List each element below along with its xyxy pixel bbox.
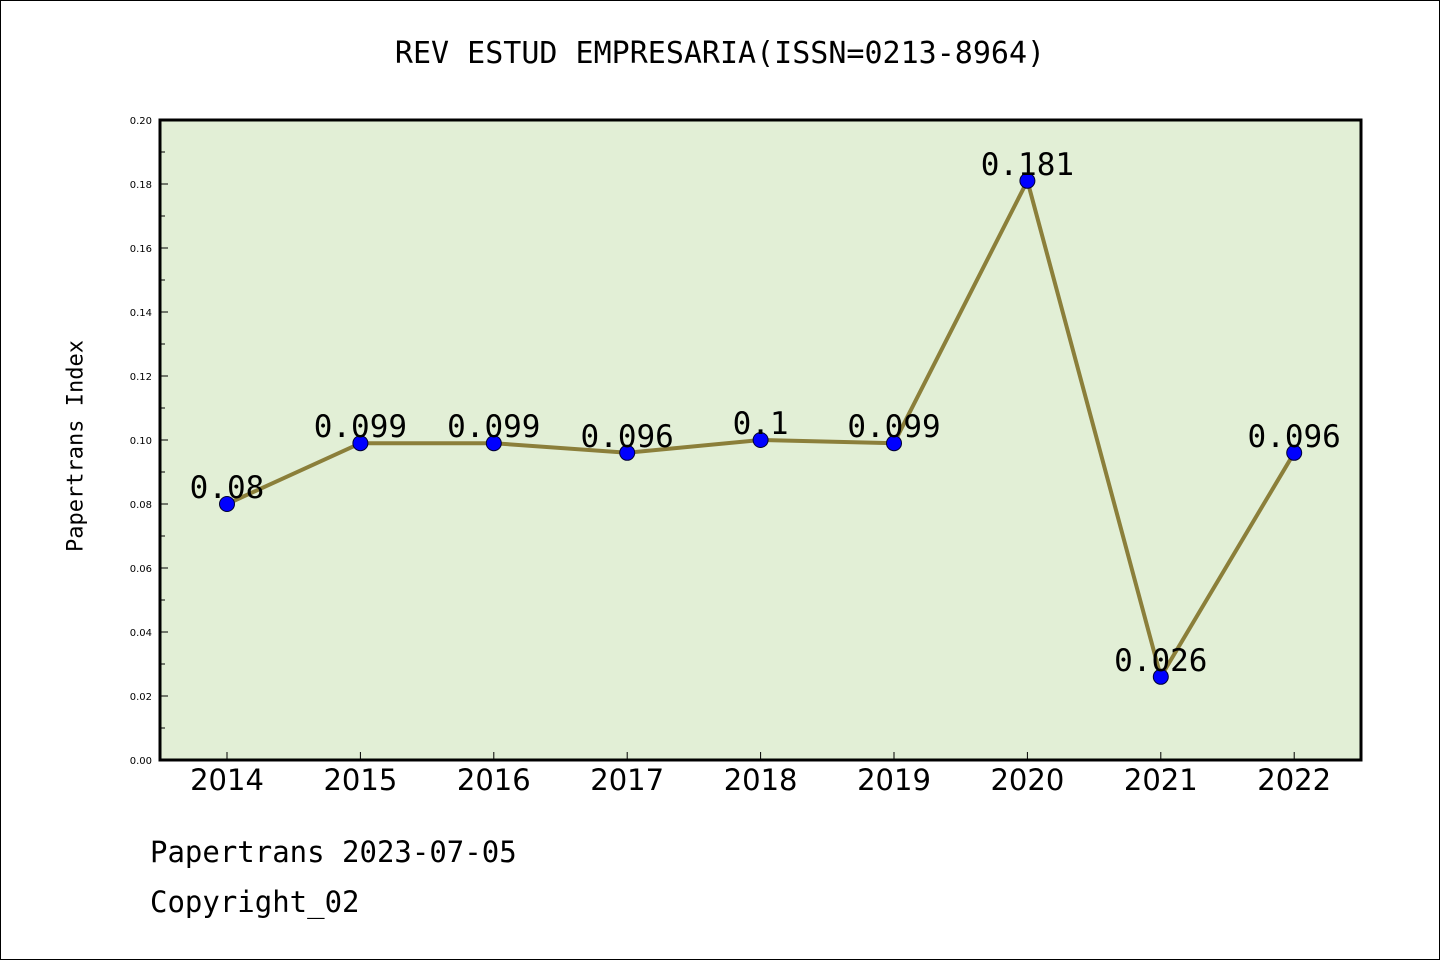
x-tick-label: 2016: [457, 763, 531, 797]
data-point: [219, 496, 235, 512]
x-tick-label: 2015: [323, 763, 397, 797]
y-tick-label: 0.02: [130, 692, 152, 703]
data-markers: [219, 172, 1303, 685]
y-tick-label: 0.10: [130, 436, 152, 447]
data-label: 0.181: [981, 147, 1074, 183]
x-tick-label: 2014: [190, 763, 264, 797]
data-point: [485, 435, 502, 452]
data-point: [886, 435, 902, 452]
chart-title: REV ESTUD EMPRESARIA(ISSN=0213-8964): [394, 36, 1046, 71]
data-label: 0.1: [733, 406, 789, 442]
footer-date: Papertrans 2023-07-05: [150, 835, 517, 869]
data-point: [1019, 172, 1036, 189]
y-tick-label: 0.14: [130, 308, 152, 319]
y-tick-label: 0.06: [130, 564, 152, 575]
y-tick-label: 0.20: [130, 116, 152, 127]
x-tick-label: 2019: [857, 763, 931, 797]
data-label: 0.026: [1114, 643, 1207, 679]
data-labels: 0.08 0.099 0.099 0.096 0.1 0.099 0.181 0.026 0.0…: [190, 147, 1341, 679]
data-label: 0.099: [447, 409, 540, 445]
data-point: [352, 435, 369, 452]
x-tick-label: 2017: [590, 763, 664, 797]
y-tick-label: 0.00: [130, 756, 152, 767]
data-label: 0.096: [581, 419, 674, 455]
x-tick-label: 2018: [724, 763, 798, 797]
y-tick-label: 0.12: [130, 372, 152, 383]
y-tick-label: 0.04: [130, 628, 152, 639]
y-tick-label: 0.16: [130, 244, 152, 255]
y-tick-label: 0.18: [130, 180, 152, 191]
data-label: 0.096: [1248, 419, 1341, 455]
data-point: [1286, 444, 1303, 461]
footer-copyright: Copyright_02: [150, 885, 360, 919]
data-label: 0.08: [190, 470, 265, 506]
data-label: 0.099: [314, 409, 407, 445]
x-tick-label: 2022: [1257, 763, 1331, 797]
x-axis: 2014 2015 2016 2017 2018 2019 2020 2021 2022: [190, 752, 1331, 797]
plot-border: [158, 118, 1363, 762]
data-label: 0.099: [847, 409, 940, 445]
data-point: [619, 444, 636, 461]
data-point: [1152, 668, 1169, 685]
x-tick-label: 2020: [990, 763, 1064, 797]
data-point: [752, 432, 769, 448]
y-tick-label: 0.08: [130, 500, 152, 511]
y-axis: 0.00 0.02 0.04 0.06 0.08 0.10 0.12 0.14 0.16 0.18…: [130, 116, 168, 767]
x-tick-label: 2021: [1124, 763, 1198, 797]
